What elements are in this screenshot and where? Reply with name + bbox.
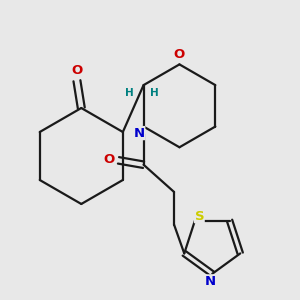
Text: N: N — [205, 275, 216, 288]
Text: H: H — [150, 88, 159, 98]
Text: O: O — [174, 48, 185, 61]
Text: O: O — [71, 64, 82, 77]
Text: H: H — [125, 88, 134, 98]
Text: H: H — [150, 88, 159, 98]
Text: N: N — [205, 275, 216, 288]
Text: N: N — [134, 127, 145, 140]
Text: N: N — [134, 127, 145, 140]
Text: O: O — [103, 153, 114, 166]
Text: O: O — [103, 153, 114, 166]
Text: S: S — [194, 210, 204, 223]
Text: O: O — [174, 48, 185, 61]
Text: S: S — [194, 210, 204, 223]
Text: H: H — [125, 88, 134, 98]
Text: O: O — [71, 64, 82, 77]
